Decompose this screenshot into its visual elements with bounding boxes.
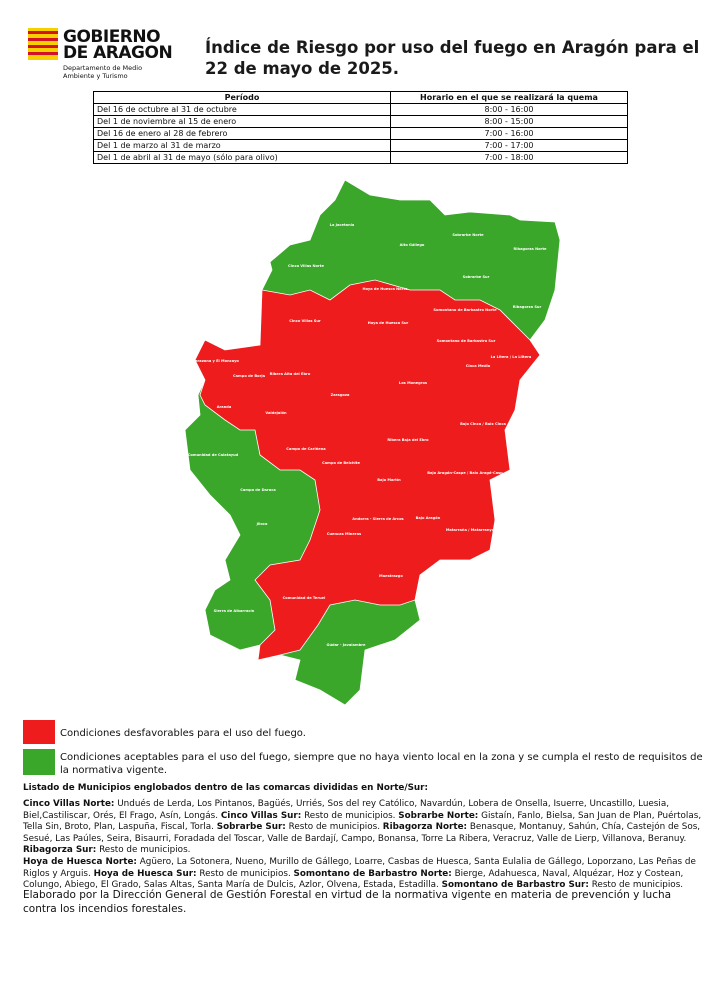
region-label: Cinca Medio [466,364,491,368]
listing-paragraph: Cinco Villas Norte: Undués de Lerda, Los… [23,799,703,845]
region-label: Campo de Borja [233,374,266,378]
region-label: Gúdar - Javalambre [327,643,367,647]
listing-paragraph: Ribagorza Sur: Resto de municipios. [23,845,703,857]
region-label: Cinco Villas Norte [288,264,324,268]
logo-line: GOBIERNO [63,27,161,47]
zone-name: Cinco Villas Norte: [23,799,115,809]
region-label: Cinco Villas Sur [289,319,321,323]
region-label: Alto Gállego [400,243,425,247]
legend-swatch [23,720,55,744]
region-label: Valdejalón [265,411,287,415]
zone-name: Sobrarbe Norte: [398,810,479,821]
region-label: Comunidad de Teruel [283,596,326,600]
zone-municipalities: Resto de municipios. [99,845,191,856]
region-label: Tarazona y El Moncayo [193,359,239,363]
region-label: Sobrarbe Sur [463,275,490,279]
region-label: Campo de Daroca [240,488,276,492]
zone-name: Hoya de Huesca Sur: [93,868,197,879]
schedule-table: Período Horario en el que se realizará l… [93,91,628,164]
region-label: Bajo Martín [377,478,401,482]
region-label: Bajo Aragón [416,516,441,520]
legend-label: Condiciones aceptables para el uso del f… [60,752,703,776]
table-row: Del 1 de abril al 31 de mayo (sólo para … [93,151,628,164]
region-label: Hoya de Huesca Norte [362,287,408,291]
listing: Cinco Villas Norte: Undués de Lerda, Los… [23,799,703,892]
region-label: Andorra - Sierra de Arcos [352,517,403,521]
title: Índice de Riesgo por uso del fuego en Ar… [205,38,700,78]
logo-text: GOBIERNO DE ARAGON [63,27,173,63]
zone-name: Ribagorza Norte: [382,822,468,833]
table-row: Del 16 de octubre al 31 de octubre 8:00 -… [93,103,628,116]
logo-emblem [28,28,58,60]
region-label: La Jacetania [330,223,355,227]
zone-municipalities: Resto de municipios. [591,880,684,891]
region-label: Bajo Aragón-Caspe / Baix Aragó-Casp [427,471,503,475]
region-label: Jiloca [256,522,268,526]
footer: Elaborado por la Dirección General de Ge… [23,889,672,915]
zone-municipalities: Resto de municipios. [288,822,380,833]
legend-swatch [23,749,55,775]
map: La Jacetania Alto Gállego Sobrarbe Norte Ri… [184,179,561,706]
region-label: Sierra de Albarracín [214,609,255,613]
zone-name: Cinco Villas Sur: [220,810,302,821]
region-label: Somontano de Barbastro Norte [433,308,497,312]
region-label: Matarraña / Matarranya [446,528,495,532]
listing-paragraph: Hoya de Huesca Norte: Agüero, La Sotoner… [23,857,703,892]
region-label: Ribagorza Norte [514,247,548,251]
zone-municipalities: Undués de Lerda, Los Pintanos, Bagüés, U… [23,799,670,821]
zone-name: Somontano de Barbastro Sur: [441,880,589,891]
department: Departamento de Medio Ambiente y Turismo [63,64,143,80]
region-label: Bajo Cinca / Baix Cinca [460,422,506,426]
region-label: Hoya de Huesca Sur [368,321,409,325]
region-label: Los Monegros [399,381,427,385]
zone-name: Sobrarbe Sur: [216,822,286,833]
logo-line: DE ARAGON [63,43,173,63]
region-label: La Litera / La Llitera [491,355,532,359]
map-unfavorable-area [194,279,541,661]
zone-municipalities: Gistaín, Fanlo, Bielsa, San Juan de Plan… [23,810,702,833]
region-label: Ribera Baja del Ebro [387,438,429,442]
region-label: Campo de Cariñena [286,447,326,451]
zone-name: Hoya de Huesca Norte: [23,856,137,867]
region-label: Cuencas Mineras [327,532,361,536]
region-label: Ribera Alta del Ebro [270,372,311,376]
zone-municipalities: Resto de municipios. [199,868,291,879]
region-label: Comunidad de Calatayud [188,453,239,457]
listing-title: Listado de Municipios englobados dentro … [23,783,429,793]
table-cell: 7:00 - 18:00 [390,151,628,164]
zone-municipalities: Benasque, Montanuy, Sahún, Chía, Castejó… [23,822,701,844]
region-label: Zaragoza [331,393,350,397]
region-label: Sobrarbe Norte [452,233,484,237]
zone-municipalities: Bierge, Adahuesca, Naval, Alquézar, Hoz … [23,868,684,891]
zone-name: Ribagorza Sur: [23,845,97,856]
zone-name: Somontano de Barbastro Norte: [293,868,452,879]
legend-label: Condiciones desfavorables para el uso de… [60,728,306,739]
table-row: Del 1 de noviembre al 15 de enero 8:00 - … [93,115,628,128]
region-label: Maestrazgo [379,574,403,578]
region-label: Campo de Belchite [322,461,360,465]
region-label: Aranda [217,405,232,409]
region-label: Ribagorza Sur [513,305,542,309]
region-label: Somontano de Barbastro Sur [437,339,496,343]
zone-municipalities: Resto de municipios. [304,810,396,821]
zone-municipalities: Agüero, La Sotonera, Nueno, Murillo de G… [23,856,696,879]
